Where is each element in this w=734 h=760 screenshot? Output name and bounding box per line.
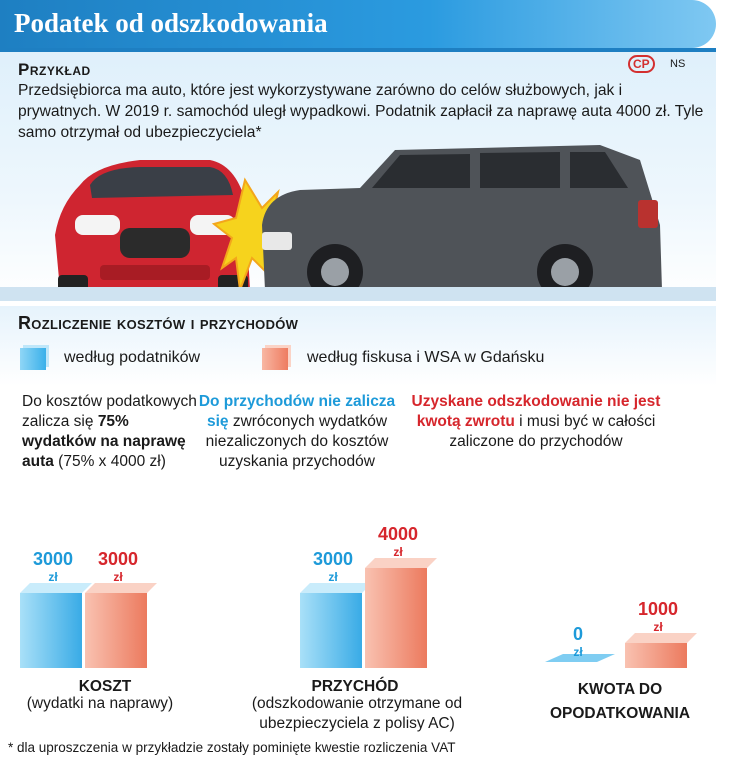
bar-kwota-fiskus-unit: zł <box>653 620 663 634</box>
example-heading: Przykład <box>18 60 91 79</box>
header-underline <box>0 48 716 52</box>
title-bar <box>0 0 716 48</box>
note-koszt: Do kosztów podatkowych zalicza się 75% w… <box>22 392 197 472</box>
footnote: * dla uproszczenia w przykładzie zostały… <box>8 740 456 755</box>
bar-koszt-fiskus-unit: zł <box>113 570 123 584</box>
bar-koszt-fiskus-value: 3000 <box>98 549 138 569</box>
bar-kwota-podatnik-value: 0 <box>573 624 583 644</box>
category-przychod-subtitle: (odszkodowanie otrzymane od ubezpieczyci… <box>251 695 463 732</box>
legend-red-label: według fiskusa i WSA w Gdańsku <box>307 349 545 366</box>
category-koszt-title: KOSZT <box>78 678 132 695</box>
note-przychod-fiscus-highlight: Uzyskane odszkodowanie nie jest kwotą zw… <box>411 393 661 430</box>
cp-logo-text: CP <box>628 55 655 73</box>
bar-przychod-podatnik-value: 3000 <box>313 549 353 569</box>
bar-przychod-fiskus <box>365 568 427 668</box>
bar-przychod-podatnik-unit: zł <box>328 570 338 584</box>
bar-kwota-podatnik-unit: zł <box>573 645 583 659</box>
legend-red-swatch <box>262 348 288 370</box>
bar-kwota-fiskus-top <box>625 633 697 643</box>
note-przychod-fiscus: Uzyskane odszkodowanie nie jest kwotą zw… <box>406 392 666 452</box>
section-panel <box>0 306 716 386</box>
note-przychod-fiscus-post: i musi być w całości zaliczone do przych… <box>449 413 656 450</box>
bar-przychod-fiskus-value: 4000 <box>378 524 418 544</box>
bar-kwota-fiskus-value: 1000 <box>638 599 678 619</box>
section-heading: Rozliczenie kosztów i przychodów <box>18 313 299 333</box>
category-kwota-title: KWOTA DO OPODATKOWANIA <box>549 681 691 722</box>
grey-suv-icon <box>262 145 662 300</box>
bar-kwota-podatnik <box>545 654 615 662</box>
bar-kwota-fiskus <box>625 643 687 668</box>
bar-koszt-fiskus-top <box>85 583 157 593</box>
note-przychod-taxpayer-highlight: Do przychodów nie zalicza się <box>198 393 396 430</box>
page-title: Podatek od odszkodowania <box>14 8 328 38</box>
category-koszt-subtitle: (wydatki na naprawy) <box>26 695 174 712</box>
note-koszt-post: (75% x 4000 zł) <box>53 453 166 470</box>
note-przychod-taxpayer: Do przychodów nie zalicza się zwróconych… <box>192 392 402 472</box>
bar-koszt-podatnik-value: 3000 <box>33 549 73 569</box>
bar-koszt-podatnik <box>20 593 82 668</box>
legend-blue-swatch <box>20 348 46 370</box>
legend-blue-label: według podatników <box>64 349 201 366</box>
bar-koszt-podatnik-top <box>20 583 92 593</box>
bar-przychod-podatnik <box>300 593 362 668</box>
note-przychod-taxpayer-post: zwróconych wydatków niezaliczonych do ko… <box>205 413 389 470</box>
bar-przychod-fiskus-unit: zł <box>393 545 403 559</box>
example-text: Przedsiębiorca ma auto, które jest wykor… <box>18 82 704 141</box>
bar-koszt-podatnik-unit: zł <box>48 570 58 584</box>
red-car-icon <box>55 160 250 295</box>
bar-koszt-fiskus <box>85 593 147 668</box>
bar-przychod-podatnik-top <box>300 583 372 593</box>
car-crash-illustration <box>55 145 662 300</box>
cp-logo: CP <box>628 55 655 73</box>
note-koszt-bold: 75% wydatków na naprawę auta <box>22 413 186 470</box>
author-initials: NS <box>670 58 686 70</box>
category-przychod-title: PRZYCHÓD <box>311 678 399 695</box>
note-koszt-pre: Do kosztów podatkowych zalicza się <box>22 393 197 430</box>
road-strip <box>0 287 716 301</box>
bar-przychod-fiskus-top <box>365 558 437 568</box>
